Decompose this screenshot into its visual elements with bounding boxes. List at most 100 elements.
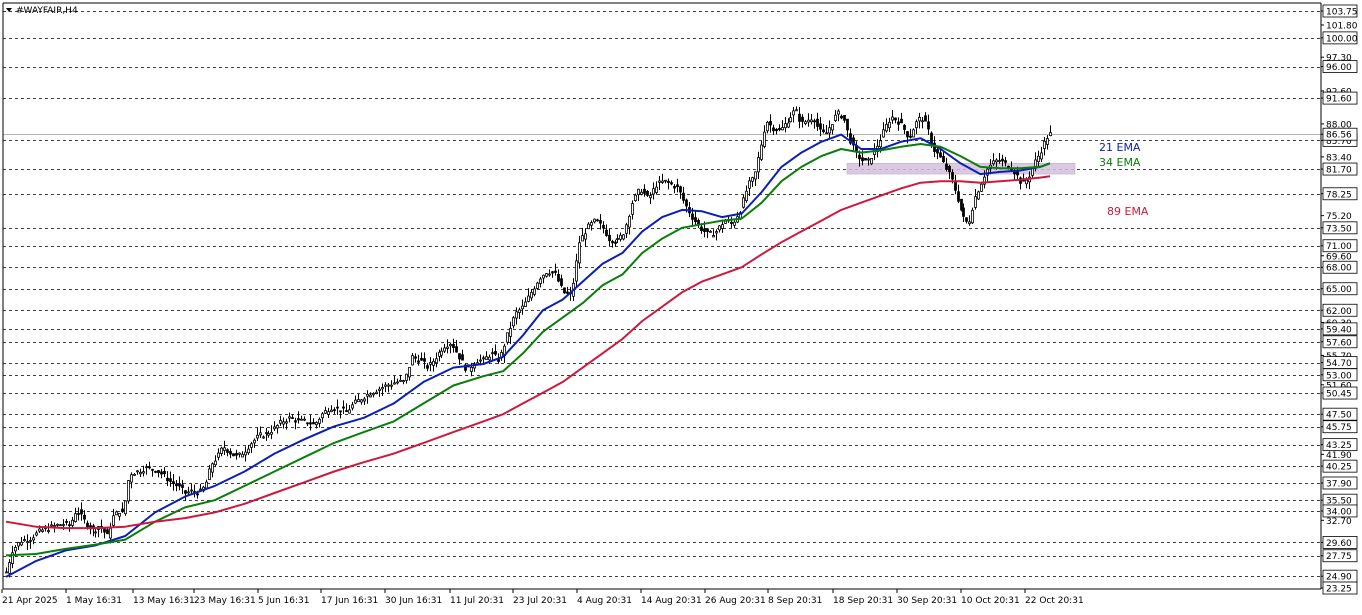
candle [41,527,44,533]
candle [900,112,903,124]
candle [694,211,697,225]
candle [181,479,184,495]
price-tick: 32.70 [1321,517,1352,527]
candle [354,395,357,405]
candle [945,157,948,172]
candle [801,114,804,128]
candle [151,468,154,477]
time-tick-label: 21 Apr 2025 [2,596,58,606]
price-tick-label: 101.80 [1326,21,1358,31]
ema-line-2 [5,143,1051,557]
candle [443,343,446,354]
candle [133,473,136,476]
candle [440,347,443,359]
candle [351,401,354,411]
candle [965,217,968,224]
candle [74,507,77,523]
candle [652,182,655,200]
candle [643,184,646,197]
candle [288,412,291,423]
price-tick: 24.90 [1321,569,1358,583]
candle [927,114,930,135]
candle [348,405,351,414]
candle [521,299,524,315]
candle [312,418,315,425]
candles [5,106,1052,578]
candle [533,286,536,297]
candle [345,403,348,413]
candle [5,567,8,574]
price-tick: 53.00 [1321,368,1358,381]
candle [241,451,244,458]
dropdown-triangle-icon[interactable] [6,8,12,12]
candle [769,114,772,133]
candle [94,529,97,538]
candle [992,153,995,166]
candle [599,214,602,230]
candle [512,316,515,329]
time-tick-label: 14 Aug 20:31 [641,596,702,606]
candle [172,473,175,491]
time-tick: 30 Jun 16:31 [384,589,442,606]
candle [977,190,980,200]
candle [757,151,760,180]
price-tick-label: 65.00 [1326,285,1352,295]
candle [145,464,148,475]
candle [115,510,118,516]
candle [405,373,408,384]
candle [414,353,417,363]
candle [259,426,262,439]
candle [614,239,617,247]
price-tick-label: 96.00 [1326,63,1352,73]
price-tick-label: 78.25 [1326,190,1352,200]
candle [548,269,551,277]
time-tick-label: 30 Jun 16:31 [385,596,442,606]
candle [112,508,115,528]
candle [742,194,745,209]
candle [894,117,897,124]
candle [840,114,843,120]
candle [766,120,769,134]
time-tick-label: 23 May 16:31 [194,596,256,606]
candle [658,175,661,190]
candle [461,349,464,361]
candle [837,109,840,122]
candle [294,417,297,430]
candle [921,116,924,129]
candle [545,273,548,278]
time-tick: 8 Sep 20:31 [767,589,822,606]
time-tick-label: 26 Aug 20:31 [705,596,766,606]
candle [426,363,429,372]
price-tick-label: 62.00 [1326,307,1352,317]
candle [11,545,14,569]
candle [646,190,649,197]
candle [369,392,372,398]
candle [882,122,885,138]
time-axis: 21 Apr 2025 1 May 16:31 13 May 16:31 23 May… [1,589,1084,606]
time-tick: 17 Jun 16:31 [320,589,378,606]
candle [309,414,312,431]
candle [751,176,754,187]
time-tick-label: 4 Aug 20:31 [577,596,632,606]
candle [417,354,420,366]
chart-frame [2,2,1322,590]
candle [270,425,273,440]
time-tick: 10 Oct 20:31 [960,589,1020,606]
candle [315,421,318,429]
price-tick: 100.00 [1321,31,1358,44]
candle [1046,135,1049,150]
candle [136,470,139,475]
price-tick-label: 24.90 [1326,573,1352,583]
candle [59,523,62,527]
candle [333,407,336,414]
candle [605,224,608,237]
time-tick: 18 Sep 20:31 [832,589,893,606]
candle [715,229,718,241]
candle [509,321,512,345]
price-tick-label: 35.50 [1326,497,1352,507]
candle [867,157,870,166]
candle [891,110,894,124]
candle [578,235,581,269]
candle [262,435,265,439]
candle [667,178,670,190]
